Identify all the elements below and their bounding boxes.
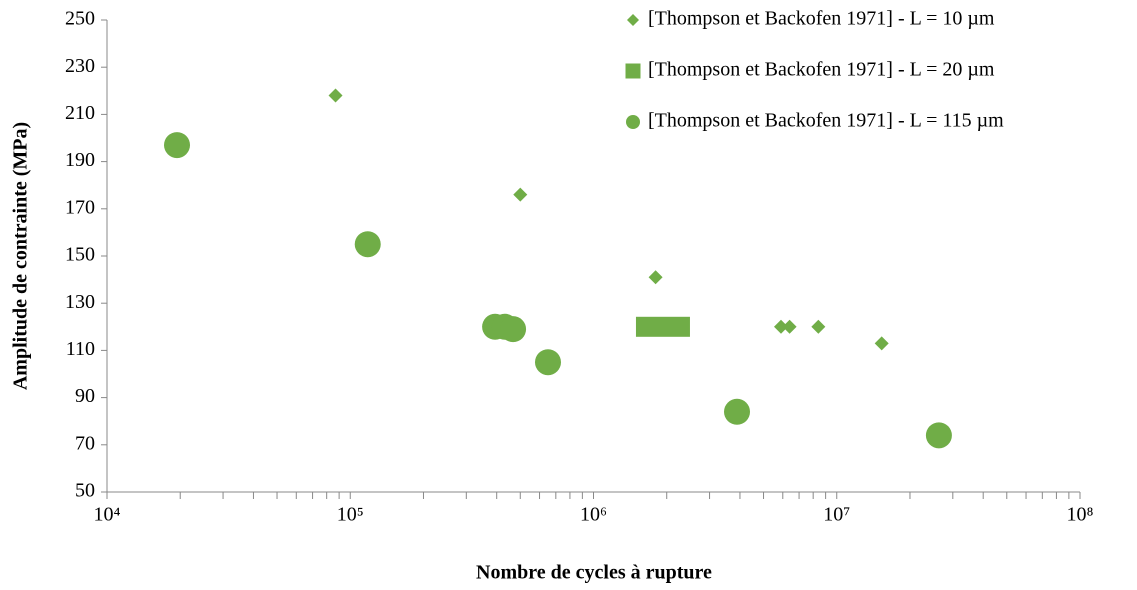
y-tick-label: 170 <box>65 196 95 218</box>
x-tick-label: 10⁷ <box>823 504 850 526</box>
data-point <box>782 319 797 334</box>
legend-label: [Thompson et Backofen 1971] - L = 115 µm <box>648 110 1004 132</box>
data-point <box>164 132 191 159</box>
y-tick-label: 70 <box>75 432 95 454</box>
y-tick-label: 150 <box>65 244 95 266</box>
data-point <box>724 398 751 425</box>
y-tick-label: 50 <box>75 480 95 502</box>
y-tick-label: 110 <box>66 338 95 360</box>
y-tick-label: 210 <box>65 102 95 124</box>
data-point <box>500 316 527 343</box>
y-tick-label: 250 <box>65 8 95 30</box>
y-tick-label: 230 <box>65 55 95 77</box>
x-tick-label: 10⁴ <box>94 504 121 526</box>
x-tick-label: 10⁵ <box>337 504 364 526</box>
data-point <box>534 349 561 376</box>
y-tick-label: 190 <box>65 149 95 171</box>
data-point <box>648 270 663 285</box>
data-point <box>874 336 889 351</box>
data-point <box>925 422 952 449</box>
y-tick-label: 90 <box>75 385 95 407</box>
legend-marker <box>626 115 640 129</box>
data-point <box>354 231 381 258</box>
legend-marker <box>627 14 639 26</box>
y-axis-label: Amplitude de contrainte (MPa) <box>10 122 32 390</box>
x-tick-label: 10⁶ <box>580 504 607 526</box>
y-tick-label: 130 <box>65 291 95 313</box>
data-point <box>635 316 690 337</box>
x-tick-label: 10⁸ <box>1067 504 1094 526</box>
data-point <box>811 319 826 334</box>
legend-label: [Thompson et Backofen 1971] - L = 10 µm <box>648 8 995 30</box>
data-point <box>328 88 343 103</box>
legend-label: [Thompson et Backofen 1971] - L = 20 µm <box>648 59 995 81</box>
legend-marker <box>625 63 641 79</box>
x-axis-label: Nombre de cycles à rupture <box>476 562 712 584</box>
data-point <box>513 187 528 202</box>
data-point <box>774 319 789 334</box>
